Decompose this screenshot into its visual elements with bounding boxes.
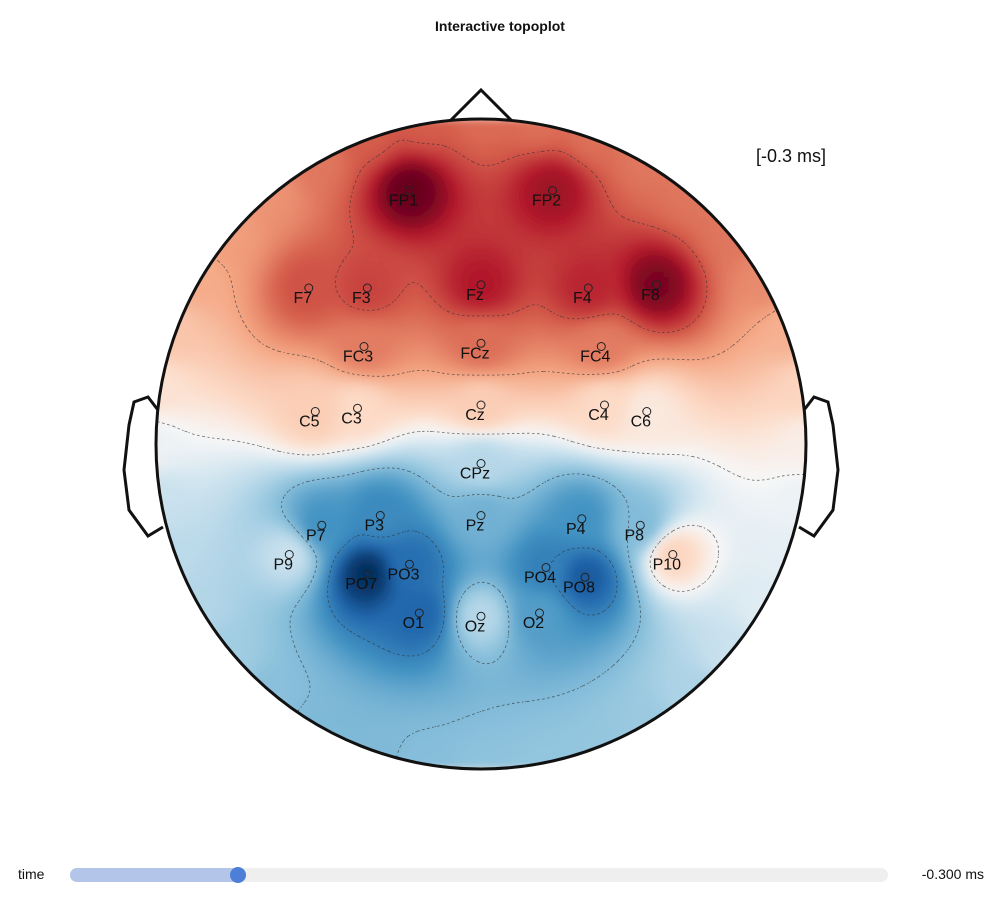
electrode-o1-marker[interactable]	[414, 608, 424, 618]
contour-line	[280, 467, 641, 767]
electrode-oz-marker[interactable]	[476, 611, 486, 621]
electrode-p4-label: P4	[566, 521, 586, 538]
electrode-fcz-label: FCz	[460, 345, 489, 362]
electrode-f7-marker[interactable]	[304, 283, 314, 293]
electrode-fc3-label: FC3	[343, 349, 373, 366]
electrode-fcz-marker[interactable]	[476, 338, 486, 348]
slider-thumb[interactable]	[229, 867, 246, 883]
electrode-o2-marker[interactable]	[535, 608, 544, 618]
electrode-po8-marker[interactable]	[580, 572, 590, 582]
left-ear-outline	[122, 395, 164, 538]
electrode-p10-marker[interactable]	[668, 550, 678, 559]
electrode-f3-marker[interactable]	[362, 283, 372, 293]
electrode-o1-label: O1	[403, 615, 424, 632]
electrode-c6-label: C6	[631, 414, 652, 431]
electrode-fp2-label: FP2	[532, 193, 561, 210]
electrode-cpz-marker[interactable]	[476, 459, 486, 468]
electrode-fc4-marker[interactable]	[596, 342, 606, 351]
electrode-p9-marker[interactable]	[284, 550, 294, 559]
electrode-p7-label: P7	[306, 527, 326, 544]
electrode-fz-label: Fz	[466, 287, 484, 304]
electrode-p10-label: P10	[653, 557, 682, 574]
electrode-oz-label: Oz	[465, 618, 485, 635]
electrode-p9-label: P9	[274, 557, 294, 574]
electrode-fc4-label: FC4	[580, 349, 610, 366]
electrode-cpz-label: CPz	[460, 466, 490, 483]
electrode-f7-label: F7	[293, 290, 312, 307]
electrode-po8-label: PO8	[563, 579, 595, 596]
electrode-c4-marker[interactable]	[600, 400, 609, 410]
nose-outline	[445, 87, 517, 126]
electrode-layer: FP1 FP2 F7 F3 Fz F4 F8 FC3 FCz FC4 C5 C3 Cz C4 C6 CPz P7…	[274, 186, 682, 635]
right-ear-outline	[798, 395, 840, 538]
electrode-po7-label: PO7	[345, 576, 377, 593]
electrode-c5-marker[interactable]	[310, 407, 320, 416]
electrode-o2-label: O2	[523, 615, 544, 632]
slider-label: time	[18, 866, 45, 882]
electrode-f4-marker[interactable]	[583, 283, 593, 293]
head-outline	[154, 117, 808, 771]
electrode-po3-marker[interactable]	[405, 559, 414, 569]
electrode-c3-label: C3	[341, 410, 362, 427]
electrode-fp2-marker[interactable]	[548, 186, 557, 195]
electrode-f3-label: F3	[352, 290, 371, 307]
electrode-p8-marker[interactable]	[635, 520, 645, 530]
electrode-p8-label: P8	[625, 527, 645, 544]
electrode-c5-label: C5	[299, 414, 320, 431]
electrode-fc3-marker[interactable]	[359, 342, 369, 351]
contour-line	[327, 530, 618, 657]
electrode-pz-marker[interactable]	[476, 511, 486, 520]
electrode-fp1-marker[interactable]	[405, 186, 414, 195]
contour-line	[335, 139, 708, 333]
slider-value: -0.300 ms	[921, 866, 984, 882]
electrode-pz-label: Pz	[466, 518, 485, 535]
electrode-p7-marker[interactable]	[317, 520, 327, 530]
electrode-c6-marker[interactable]	[642, 407, 652, 416]
electrode-f8-marker[interactable]	[652, 280, 661, 290]
electrode-po4-label: PO4	[524, 570, 556, 587]
time-slider[interactable]	[70, 867, 888, 883]
electrode-fz-marker[interactable]	[476, 280, 486, 290]
electrode-cz-label: Cz	[465, 407, 485, 424]
electrode-p3-marker[interactable]	[375, 511, 385, 520]
time-annotation: [-0.3 ms]	[756, 146, 826, 166]
electrode-c4-label: C4	[588, 407, 609, 424]
slider-fill	[70, 868, 246, 882]
electrode-f4-label: F4	[573, 290, 592, 307]
electrode-c3-marker[interactable]	[353, 403, 362, 413]
electrode-po7-marker[interactable]	[362, 569, 372, 579]
electrode-p4-marker[interactable]	[577, 514, 587, 524]
electrode-cz-marker[interactable]	[476, 400, 486, 410]
topography-heatmap	[156, 119, 806, 769]
electrode-po4-marker[interactable]	[541, 563, 551, 572]
electrode-po3-label: PO3	[387, 566, 419, 583]
electrode-p3-label: P3	[365, 518, 385, 535]
contour-line	[158, 421, 804, 592]
electrode-f8-label: F8	[641, 287, 660, 304]
electrode-fp1-label: FP1	[389, 193, 418, 210]
chart-title: Interactive topoplot	[435, 18, 565, 34]
